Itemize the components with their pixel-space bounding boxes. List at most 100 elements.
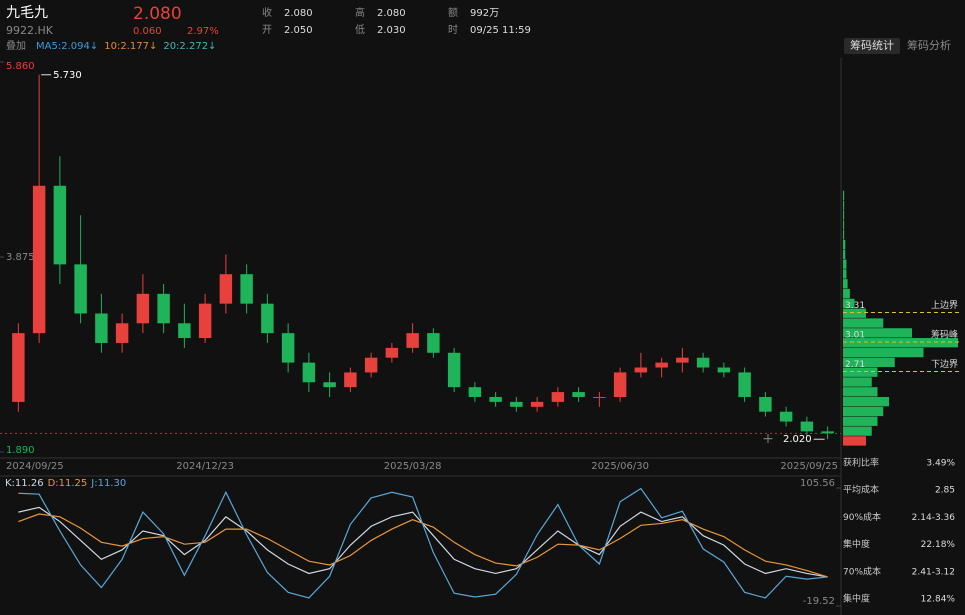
candle-body xyxy=(406,333,419,348)
chip-bar xyxy=(843,200,845,210)
candle-body xyxy=(447,352,461,388)
field-key: 高 xyxy=(355,6,365,19)
chip-bar xyxy=(843,377,872,387)
x-tick-label: 2025/09/25 xyxy=(780,461,838,472)
chip-bar xyxy=(843,328,912,338)
candle-body xyxy=(696,357,710,368)
candle-body xyxy=(302,362,316,383)
field-value: 2.080 xyxy=(284,8,313,19)
stat-label: 平均成本 xyxy=(843,484,879,496)
candle-body xyxy=(613,372,627,397)
chip-bar xyxy=(843,387,878,397)
candle-body xyxy=(219,274,233,304)
chip-level-name: 下边界 xyxy=(931,359,958,370)
chip-bar xyxy=(843,239,846,250)
ma-label: MA5:2.094↓ xyxy=(36,41,98,52)
candle-body xyxy=(572,392,585,397)
stat-value: 22.18% xyxy=(921,540,956,550)
overlay[interactable]: 叠加 xyxy=(6,40,26,52)
candle-body xyxy=(323,382,336,388)
candle-body xyxy=(655,362,668,368)
stat-label: 获利比率 xyxy=(843,457,879,469)
candle-body xyxy=(427,333,440,353)
chip-level-name: 上边界 xyxy=(931,300,958,311)
tab[interactable]: 筹码分析 xyxy=(907,38,951,52)
candle-body xyxy=(281,333,295,363)
legend-entry: D:11.25 xyxy=(48,478,88,489)
chip-bar xyxy=(843,288,850,299)
ma-label: 10:2.177↓ xyxy=(104,41,157,52)
candle-body xyxy=(115,323,129,343)
candle-body xyxy=(74,264,87,314)
chip-bar xyxy=(843,190,845,201)
crosshair[interactable]: + xyxy=(762,431,774,447)
candle-body xyxy=(738,372,751,397)
field-key: 时 xyxy=(448,24,458,36)
y-tick-label: 3.875 xyxy=(6,252,35,263)
candle-body xyxy=(759,396,772,412)
stat-value: 3.49% xyxy=(926,459,955,469)
x-tick-label: 2025/03/28 xyxy=(384,461,442,472)
tab-active[interactable] xyxy=(844,38,900,54)
price: 2.080 xyxy=(133,4,182,24)
chip-bar xyxy=(843,338,958,348)
candle-body xyxy=(261,303,274,334)
candle-body xyxy=(676,357,689,363)
candle-body xyxy=(551,392,565,402)
x-tick-label: 2024/12/23 xyxy=(176,461,234,472)
candle-body xyxy=(489,396,502,402)
chip-bar xyxy=(843,308,866,318)
field-value: 2.080 xyxy=(377,8,406,19)
stock-name: 九毛九 xyxy=(6,5,48,21)
annotation: 5.730 xyxy=(53,70,82,81)
ma-label: 20:2.272↓ xyxy=(163,41,216,52)
kdj-line xyxy=(18,487,828,599)
candle-body xyxy=(364,357,378,373)
candle-body xyxy=(136,293,150,324)
field-key: 低 xyxy=(355,23,365,36)
candle-body xyxy=(593,396,606,398)
tab[interactable]: 筹码统计 xyxy=(850,38,894,52)
chip-bar xyxy=(843,406,884,417)
chip-bar xyxy=(843,269,847,279)
chip-bar xyxy=(843,436,866,446)
candle-body xyxy=(12,333,25,402)
chip-bar xyxy=(843,416,878,426)
field-key: 额 xyxy=(448,6,458,19)
candle-body xyxy=(53,185,67,265)
candle-body xyxy=(510,401,523,407)
stat-value: 2.85 xyxy=(935,486,955,496)
legend-entry: J:11.30 xyxy=(90,478,126,489)
y-tick-label: 105.56 xyxy=(800,478,835,489)
chip-bar xyxy=(843,357,895,368)
field-key: 开 xyxy=(262,25,272,36)
field-value: 2.030 xyxy=(377,25,406,36)
stat-label: 90%成本 xyxy=(843,511,881,523)
chip-level-name: 筹码峰 xyxy=(931,328,958,340)
chip-bar xyxy=(843,220,845,230)
field-value: 992万 xyxy=(470,8,499,19)
stat-label: 集中度 xyxy=(843,538,870,550)
chip-bar xyxy=(843,318,884,328)
candle-body xyxy=(468,387,482,397)
y-tick-label: 5.860 xyxy=(6,61,35,72)
candle-body xyxy=(178,323,191,339)
chip-bar xyxy=(843,367,878,377)
candle-body xyxy=(634,367,648,373)
chip-bar xyxy=(843,426,872,436)
change-pct: 2.97% xyxy=(187,26,219,37)
candle-body xyxy=(530,401,544,407)
candle-body xyxy=(344,372,357,388)
field-key: 收 xyxy=(262,6,272,19)
candle-body xyxy=(821,431,834,434)
legend-entry: K:11.26 xyxy=(5,478,44,489)
candle-body xyxy=(717,367,731,373)
chip-bar xyxy=(843,298,855,309)
x-tick-label: 2024/09/25 xyxy=(6,461,64,472)
chip-bar xyxy=(843,210,845,220)
chip-level-price: 2.71 xyxy=(845,360,865,370)
stat-value: 12.84% xyxy=(921,595,956,605)
chip-level-price: 3.31 xyxy=(845,301,865,311)
candle-body xyxy=(779,411,793,422)
